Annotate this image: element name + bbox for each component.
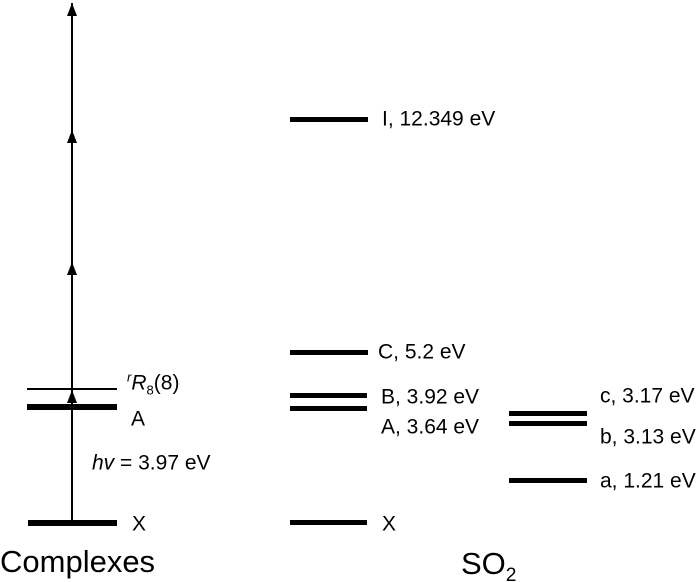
so2-group-label: SO2 xyxy=(461,546,517,582)
r8-symbol: R xyxy=(131,371,147,395)
excitation-arrowhead-3-icon xyxy=(66,130,77,143)
so2-c-level-label: C, 5.2 eV xyxy=(378,340,466,364)
so2-triplet-b-level-label: b, 3.13 eV xyxy=(600,425,696,449)
r8-superscript: r xyxy=(127,369,132,385)
so2-i-level-line xyxy=(290,117,368,122)
so2-triplet-c-level-line xyxy=(509,411,587,416)
so2-x-level-line xyxy=(290,520,367,525)
excitation-arrowhead-2-icon xyxy=(66,262,77,275)
complexes-r8-level-line xyxy=(27,388,117,390)
photon-variable: hv xyxy=(92,451,115,475)
so2-label-subscript: 2 xyxy=(505,565,517,582)
excitation-arrowhead-top-icon xyxy=(66,3,77,16)
so2-c-level-line xyxy=(290,350,368,355)
photon-energy-label: hv = 3.97 eV xyxy=(92,451,211,474)
so2-triplet-a-level-line xyxy=(509,478,587,483)
r8-suffix: (8) xyxy=(153,371,180,395)
so2-triplet-b-level-line xyxy=(509,421,587,426)
so2-i-level-label: I, 12.349 eV xyxy=(382,107,496,131)
so2-b-level-label: B, 3.92 eV xyxy=(381,385,480,409)
complexes-r8-level-label: rR8(8) xyxy=(127,370,179,398)
so2-label-main: SO xyxy=(461,546,506,581)
complexes-group-label: Complexes xyxy=(0,544,156,579)
so2-a-level-label: A, 3.64 eV xyxy=(381,415,480,439)
excitation-arrowhead-1-icon xyxy=(66,390,77,403)
photon-equation: = 3.97 eV xyxy=(114,451,211,475)
so2-triplet-a-level-label: a, 1.21 eV xyxy=(600,469,696,493)
complexes-x-level-label: X xyxy=(132,512,147,536)
complexes-x-level-line xyxy=(28,520,117,526)
r8-subscript: 8 xyxy=(146,382,154,398)
so2-a-level-line xyxy=(290,406,367,411)
complexes-a-level-label: A xyxy=(131,407,146,431)
so2-x-level-label: X xyxy=(382,512,397,536)
complexes-a-level-line xyxy=(27,404,117,410)
so2-b-level-line xyxy=(290,393,367,398)
so2-triplet-c-level-label: c, 3.17 eV xyxy=(600,384,695,408)
